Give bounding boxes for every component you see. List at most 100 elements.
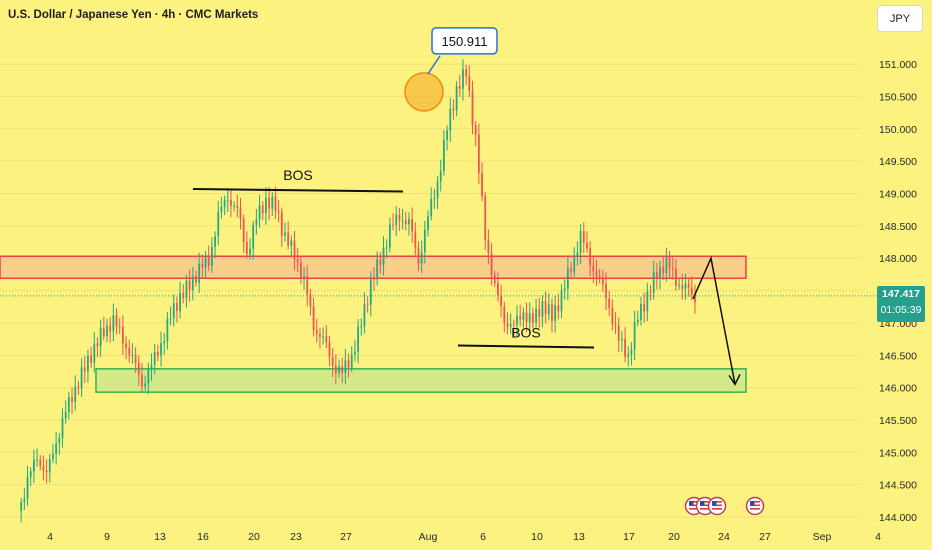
- y-tick-label: 148.000: [879, 253, 917, 265]
- bos-label-lower: BOS: [511, 325, 541, 341]
- candle-body: [242, 218, 245, 243]
- candle-body: [315, 330, 318, 335]
- candle-body: [102, 328, 105, 337]
- candle-body: [557, 305, 560, 312]
- candle-body: [39, 459, 42, 466]
- candle-body: [481, 172, 483, 197]
- candle-body: [160, 343, 162, 356]
- candle-body: [265, 197, 267, 214]
- candle-body: [271, 196, 274, 209]
- candle-body: [643, 303, 646, 312]
- last-price-tag: 147.417 01:05:39: [877, 286, 925, 322]
- candle-body: [179, 293, 181, 311]
- candle-body: [455, 86, 458, 111]
- candle-body: [665, 257, 668, 274]
- peak-callout-box: [431, 27, 498, 55]
- candle-body: [621, 338, 623, 341]
- candle-body: [538, 308, 541, 317]
- flag-stripe: [712, 501, 722, 503]
- flag-canton: [750, 501, 755, 506]
- candle-body: [287, 232, 290, 246]
- candle-body: [125, 343, 127, 348]
- flag-stripe: [712, 508, 722, 510]
- candle-body: [128, 347, 131, 356]
- candle-body: [388, 224, 391, 248]
- candle-body: [33, 459, 35, 472]
- candle-body: [277, 211, 280, 213]
- candle-body: [535, 308, 537, 323]
- flag-stripe: [689, 504, 699, 507]
- x-tick-label: 27: [759, 531, 771, 543]
- candle-body: [163, 341, 166, 344]
- candle-body: [462, 69, 464, 89]
- candle-body: [579, 231, 582, 253]
- candle-body: [331, 356, 334, 366]
- candle-body: [554, 305, 557, 322]
- candle-body: [29, 471, 32, 477]
- us-flag-event-icon[interactable]: [745, 496, 765, 516]
- candle-body: [268, 197, 270, 209]
- candle-body: [633, 322, 636, 350]
- x-tick-label: 4: [875, 531, 881, 543]
- candle-body: [446, 130, 448, 140]
- candle-body: [611, 307, 614, 324]
- flag-stripe: [689, 501, 699, 503]
- currency-button[interactable]: JPY: [877, 5, 923, 32]
- candle-body: [303, 276, 305, 279]
- candle-body: [153, 351, 156, 365]
- x-tick-label: 27: [340, 531, 352, 543]
- candle-body: [347, 360, 350, 368]
- candle-body: [150, 364, 153, 371]
- candle-body: [360, 326, 363, 328]
- candle-body: [141, 374, 143, 387]
- candle-body: [509, 324, 512, 327]
- x-tick-label: 17: [623, 531, 635, 543]
- candle-body: [474, 125, 477, 135]
- candle-body: [236, 205, 239, 209]
- candle-body: [392, 224, 394, 226]
- candle-body: [503, 306, 506, 323]
- candle-body: [519, 315, 522, 320]
- peak-callout-pointer: [427, 55, 441, 75]
- candle-body: [500, 295, 503, 307]
- candle-body: [293, 240, 296, 260]
- x-tick-label: Aug: [419, 531, 438, 543]
- us-flag-event-icon[interactable]: [707, 496, 727, 516]
- flag-stripe: [750, 501, 760, 503]
- y-axis: 144.000 144.500 145.000 145.500 146.000 146.5…: [879, 59, 917, 524]
- candle-body: [592, 265, 595, 272]
- chart-title: U.S. Dollar / Japanese Yen · 4h · CMC Ma…: [8, 9, 259, 21]
- y-tick-label: 145.000: [879, 447, 917, 459]
- candle-body: [319, 334, 321, 337]
- candle-body: [458, 86, 461, 89]
- candle-body: [411, 218, 414, 232]
- candle-body: [230, 199, 232, 206]
- candle-body: [560, 290, 563, 312]
- candle-body: [252, 224, 255, 249]
- candle-body: [373, 278, 375, 280]
- candle-body: [690, 287, 693, 295]
- candle-body: [64, 411, 67, 419]
- flag-stripe: [700, 504, 710, 507]
- candle-body: [430, 198, 433, 217]
- candle-body: [671, 268, 674, 270]
- candle-body: [566, 268, 569, 289]
- bos-label-upper: BOS: [283, 167, 313, 183]
- y-tick-label: 149.000: [879, 189, 917, 201]
- candle-body: [605, 284, 607, 299]
- candle-body: [601, 278, 604, 285]
- y-tick-label: 144.000: [879, 512, 917, 524]
- candle-body: [147, 370, 150, 384]
- candle-body: [99, 328, 102, 347]
- candle-body: [608, 298, 611, 308]
- event-markers[interactable]: [684, 496, 765, 516]
- support-zone: [95, 368, 747, 393]
- y-tick-label: 148.500: [879, 221, 917, 233]
- flag-stripe: [750, 504, 760, 507]
- candle-body: [497, 283, 499, 296]
- candle-body: [506, 322, 509, 327]
- candle-body: [185, 280, 188, 299]
- candle-body: [115, 315, 118, 327]
- peak-highlight-circle: [404, 72, 444, 112]
